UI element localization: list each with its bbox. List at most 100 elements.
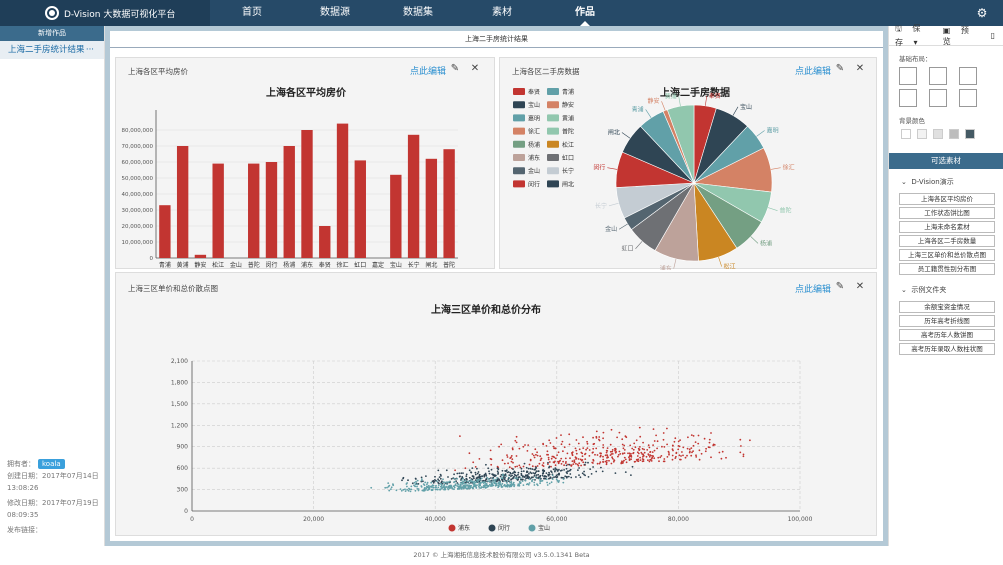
scatter-point bbox=[688, 448, 691, 451]
close-icon[interactable]: ✕ bbox=[855, 281, 865, 292]
close-icon[interactable]: ✕ bbox=[470, 63, 480, 74]
color-swatch[interactable] bbox=[965, 129, 975, 139]
scatter-point bbox=[475, 487, 478, 489]
group-sample[interactable]: ⌄ 示例文件夹 bbox=[901, 285, 1003, 295]
material-item[interactable]: 历年高考折线图 bbox=[899, 315, 995, 327]
scatter-point bbox=[459, 481, 462, 484]
pie-edit-link[interactable]: 点此编辑 bbox=[795, 67, 832, 77]
material-item[interactable]: 上海各区二手房数量 bbox=[899, 235, 995, 247]
scatter-point bbox=[649, 450, 652, 453]
scatter-point bbox=[647, 444, 650, 447]
material-item[interactable]: 上海未命名素材 bbox=[899, 221, 995, 233]
scatter-point bbox=[621, 452, 624, 455]
panel-pie[interactable]: 上海各区二手房数据 点此编辑 ✎ ✕ 上海二手房数据 奉贤 青浦 宝山 静安 嘉明 黄浦徐… bbox=[499, 57, 877, 270]
scatter-point bbox=[489, 483, 491, 486]
material-item[interactable]: 上海三区单价和总价散点图 bbox=[899, 249, 995, 261]
tab-works[interactable]: 作品 bbox=[555, 0, 615, 26]
tab-home[interactable]: 首页 bbox=[242, 7, 262, 18]
scatter-point bbox=[606, 447, 609, 449]
scatter-point bbox=[431, 485, 433, 488]
legend-swatch bbox=[513, 180, 525, 188]
material-item[interactable]: 高考历年人数饼图 bbox=[899, 329, 995, 341]
material-item[interactable]: 工作状态饼比图 bbox=[899, 207, 995, 219]
brand[interactable]: D-Vision 大数据可视化平台 bbox=[0, 0, 210, 26]
scatter-edit-link[interactable]: 点此编辑 bbox=[795, 285, 832, 295]
close-icon[interactable]: ✕ bbox=[855, 63, 865, 74]
scatter-point bbox=[453, 477, 456, 480]
scatter-point bbox=[569, 468, 572, 471]
material-item[interactable]: 余额宝资金情况 bbox=[899, 301, 995, 313]
scatter-point bbox=[462, 487, 465, 490]
scatter-point bbox=[457, 485, 460, 488]
canvas-title[interactable]: 上海二手房统计结果 bbox=[110, 31, 883, 48]
bar-edit-link[interactable]: 点此编辑 bbox=[410, 67, 447, 77]
scatter-point bbox=[439, 488, 441, 491]
color-swatch[interactable] bbox=[917, 129, 927, 139]
pencil-icon[interactable]: ✎ bbox=[835, 281, 845, 292]
scatter-point bbox=[546, 450, 549, 453]
preview-button[interactable]: ▣ 预览 bbox=[943, 25, 973, 47]
scatter-point bbox=[572, 463, 575, 465]
new-work-button[interactable]: 新增作品 bbox=[0, 26, 104, 41]
panel-scatter[interactable]: 上海三区单价和总价散点图 点此编辑 ✎ ✕ 上海三区单价和总价分布 0 300 60… bbox=[115, 272, 877, 536]
scatter-point bbox=[485, 482, 488, 485]
pie-label-line bbox=[635, 241, 643, 249]
tab-datasource[interactable]: 数据源 bbox=[320, 7, 350, 18]
tab-material[interactable]: 素材 bbox=[492, 7, 512, 18]
scatter-point bbox=[593, 442, 596, 445]
pencil-icon[interactable]: ✎ bbox=[835, 63, 845, 74]
pie-label-line bbox=[661, 101, 666, 111]
scatter-point bbox=[539, 459, 542, 462]
layout-option-4[interactable] bbox=[899, 89, 917, 107]
save-button[interactable]: 🖫 保存 ▾ bbox=[895, 23, 935, 48]
material-item[interactable]: 上海各区平均房价 bbox=[899, 193, 995, 205]
scatter-point bbox=[692, 444, 695, 447]
scatter-point bbox=[476, 484, 478, 486]
scatter-point bbox=[548, 482, 551, 485]
scatter-point bbox=[564, 457, 567, 460]
legend-swatch bbox=[513, 154, 525, 161]
material-item[interactable]: 员工籍贯性别分布图 bbox=[899, 263, 995, 275]
scatter-point bbox=[658, 460, 660, 463]
legend-label: 普陀 bbox=[562, 128, 574, 136]
scatter-point bbox=[545, 478, 548, 481]
work-item[interactable]: 上海二手房统计结果 ··· bbox=[0, 41, 104, 59]
pencil-icon[interactable]: ✎ bbox=[450, 63, 460, 74]
scatter-point bbox=[648, 460, 651, 463]
scatter-point bbox=[642, 441, 644, 444]
mobile-icon[interactable]: ▯ bbox=[990, 31, 995, 40]
scatter-point bbox=[424, 487, 426, 489]
scatter-point bbox=[537, 473, 540, 476]
gear-icon[interactable]: ⚙ bbox=[976, 6, 988, 20]
scatter-point bbox=[472, 487, 474, 490]
scatter-point bbox=[611, 449, 614, 451]
group-dvision[interactable]: ⌄ D-Vision演示 bbox=[901, 177, 1003, 187]
scatter-point bbox=[720, 457, 723, 460]
layout-option-5[interactable] bbox=[929, 89, 947, 107]
scatter-point bbox=[500, 474, 503, 476]
layout-option-3[interactable] bbox=[959, 67, 977, 85]
pie-label-line bbox=[607, 167, 618, 170]
color-swatch[interactable] bbox=[901, 129, 911, 139]
scatter-point bbox=[571, 451, 574, 453]
layout-option-2[interactable] bbox=[929, 67, 947, 85]
y-tick-label: 50,000,000 bbox=[122, 176, 154, 182]
tab-dataset[interactable]: 数据集 bbox=[403, 7, 433, 18]
scatter-point bbox=[454, 484, 457, 487]
scatter-point bbox=[508, 476, 511, 479]
layout-option-1[interactable] bbox=[899, 67, 917, 85]
color-swatch[interactable] bbox=[949, 129, 959, 139]
scatter-point bbox=[548, 461, 551, 463]
color-swatch[interactable] bbox=[933, 129, 943, 139]
scatter-point bbox=[510, 460, 513, 463]
scatter-point bbox=[592, 466, 594, 468]
scatter-point bbox=[426, 481, 429, 484]
scatter-point bbox=[569, 457, 571, 460]
panel-bar[interactable]: 上海各区平均房价 点此编辑 ✎ ✕ 上海各区平均房价 0 10,000,000 20… bbox=[115, 57, 495, 269]
more-icon[interactable]: ··· bbox=[85, 45, 94, 55]
y-tick-label: 2,100 bbox=[171, 358, 188, 365]
material-item[interactable]: 高考历年录取人数柱状图 bbox=[899, 343, 995, 355]
layout-option-6[interactable] bbox=[959, 89, 977, 107]
x-tick-label: 闵行 bbox=[265, 261, 277, 269]
scatter-point bbox=[749, 439, 751, 442]
